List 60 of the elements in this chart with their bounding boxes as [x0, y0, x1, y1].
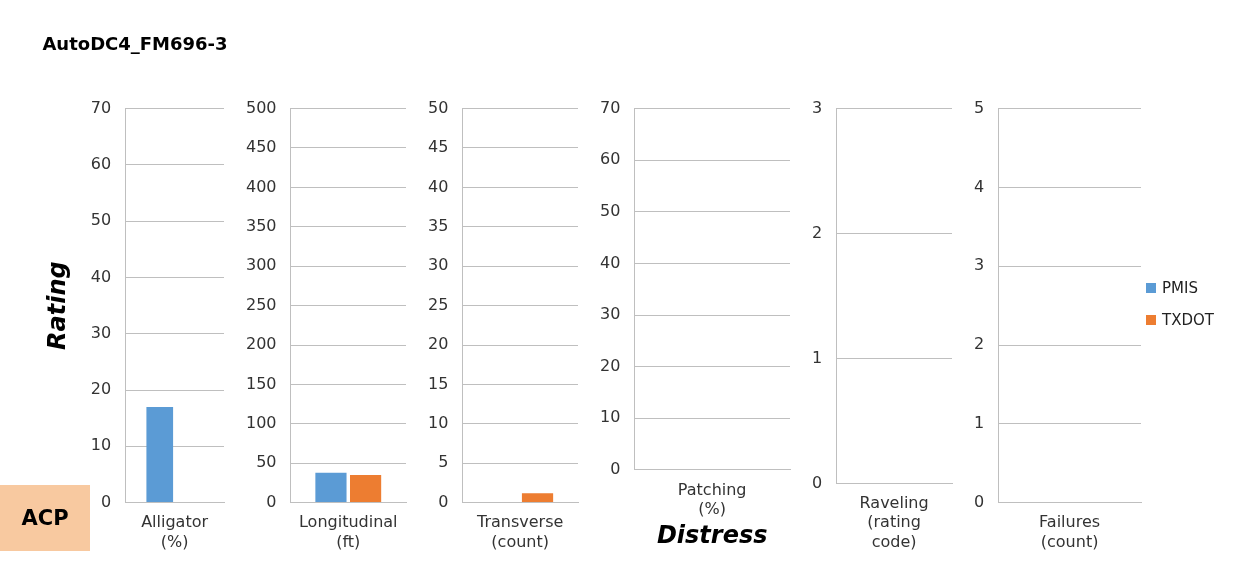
- legend-label: PMIS: [1162, 279, 1198, 297]
- y-tick-label: 25: [428, 294, 449, 314]
- y-tick-label: 10: [428, 412, 449, 432]
- y-tick-label: 30: [90, 322, 112, 342]
- y-tick-label: 0: [100, 491, 112, 511]
- y-tick-label: 45: [428, 137, 449, 157]
- y-tick-label: 20: [428, 334, 449, 354]
- y-tick-label: 0: [610, 458, 621, 478]
- y-tick-label: 40: [600, 252, 621, 272]
- y-tick-label: 450: [245, 137, 277, 157]
- y-tick-label: 50: [90, 210, 112, 230]
- x-tick-label: Transverse (count): [476, 512, 564, 551]
- y-tick-label: 150: [245, 373, 277, 393]
- y-tick-label: 0: [811, 472, 823, 492]
- y-tick-label: 5: [438, 452, 449, 472]
- y-tick-label: 60: [600, 149, 621, 169]
- y-tick-label: 70: [600, 97, 621, 117]
- y-tick-label: 4: [973, 176, 985, 196]
- y-tick-label: 50: [600, 200, 621, 220]
- y-tick-label: 40: [90, 266, 112, 286]
- y-tick-label: 20: [90, 379, 112, 399]
- y-tick-label: 10: [600, 407, 621, 427]
- y-tick-label: 70: [90, 97, 112, 117]
- y-tick-label: 30: [600, 304, 621, 324]
- x-axis-title: Distress: [656, 520, 768, 549]
- y-tick-label: 1: [973, 412, 985, 432]
- y-tick-label: 50: [256, 452, 277, 472]
- x-tick-label: Alligator (%): [141, 512, 209, 551]
- chart-title: AutoDC4_FM696-3: [42, 33, 228, 54]
- x-tick-label: Patching (%): [677, 479, 747, 518]
- y-tick-label: 100: [245, 412, 277, 432]
- y-tick-label: 2: [811, 222, 823, 242]
- y-tick-label: 250: [245, 294, 277, 314]
- y-tick-label: 10: [90, 435, 112, 455]
- y-tick-label: 50: [428, 97, 449, 117]
- y-tick-label: 30: [428, 255, 449, 275]
- y-tick-label: 35: [428, 215, 449, 235]
- x-tick-label: Failures (count): [1039, 512, 1101, 551]
- y-tick-label: 0: [973, 491, 985, 511]
- y-tick-label: 2: [973, 334, 985, 354]
- x-tick-label: Longitudinal (ft): [298, 512, 398, 551]
- y-tick-label: 1: [811, 347, 823, 367]
- y-tick-label: 200: [245, 334, 277, 354]
- y-tick-label: 300: [245, 255, 277, 275]
- y-tick-label: 0: [438, 491, 449, 511]
- y-tick-label: 3: [973, 255, 985, 275]
- y-tick-label: 3: [811, 97, 823, 117]
- y-tick-label: 400: [245, 176, 277, 196]
- x-tick-label: Raveling (rating code): [859, 493, 929, 551]
- y-axis-title: Rating: [42, 261, 71, 350]
- y-tick-label: 5: [973, 97, 985, 117]
- y-tick-label: 15: [428, 373, 449, 393]
- y-tick-label: 500: [245, 97, 277, 117]
- legend-label: TXDOT: [1162, 311, 1214, 329]
- y-tick-label: 350: [245, 215, 277, 235]
- y-tick-label: 60: [90, 154, 112, 174]
- y-tick-label: 40: [428, 176, 449, 196]
- y-tick-label: 0: [266, 491, 277, 511]
- y-tick-label: 20: [600, 355, 621, 375]
- text: ACP: [0, 485, 90, 551]
